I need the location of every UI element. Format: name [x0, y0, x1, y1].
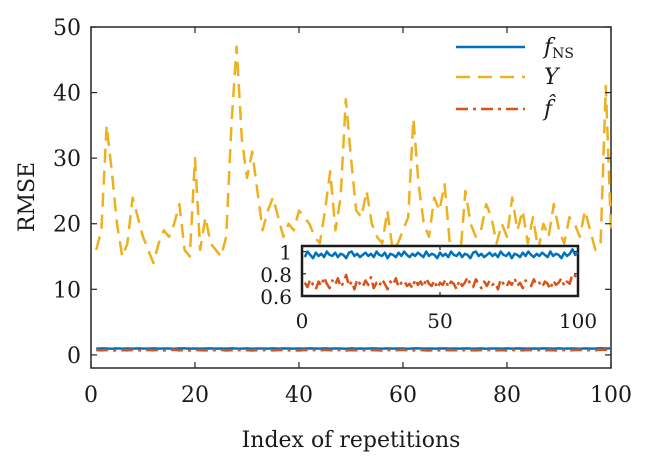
legend: fNS Y f̂: [456, 35, 574, 122]
main-series-f-ns: [96, 346, 612, 350]
main-ytick-label: 20: [53, 213, 81, 238]
main-series-group: [94, 45, 613, 352]
x-axis-label: Index of repetitions: [242, 428, 461, 453]
inset-series-f-ns: [303, 248, 579, 260]
main-xtick-label: 60: [389, 383, 417, 408]
inset-xtick-label: 50: [427, 309, 452, 333]
legend-entry-y: Y: [456, 65, 561, 90]
main-series-y: [94, 45, 613, 265]
main-series-f-hat: [96, 348, 612, 352]
main-ytick-label: 50: [53, 16, 81, 41]
main-axes-frame: [90, 26, 612, 369]
legend-label-f-ns-sub: NS: [552, 46, 574, 62]
main-xtick-label: 80: [493, 383, 521, 408]
main-ytick-label: 40: [53, 82, 81, 107]
main-ytick-label: 30: [53, 147, 81, 172]
main-xtick-label: 100: [590, 383, 632, 408]
y-axis-label: RMSE: [15, 162, 40, 232]
main-x-ticks: 0 20 40 60 80 100: [84, 27, 632, 408]
main-ytick-label: 10: [53, 278, 81, 303]
inset-ytick-label: 0.8: [260, 263, 292, 287]
inset-ytick-label: 0.6: [260, 285, 292, 309]
inset-y-ticks: 0.60.81: [260, 241, 578, 309]
legend-label-y: Y: [544, 65, 561, 90]
inset-xtick-label: 0: [296, 309, 309, 333]
inset-plot: 0 50 100 0.60.81: [260, 241, 597, 333]
inset-series-group: [303, 248, 579, 291]
main-xtick-label: 20: [181, 383, 209, 408]
inset-xtick-label: 100: [559, 309, 597, 333]
inset-series-f-hat: [303, 272, 579, 291]
main-xtick-label: 0: [84, 383, 98, 408]
inset-ytick-label: 1: [279, 241, 292, 265]
main-ytick-label: 0: [67, 344, 81, 369]
main-xtick-label: 40: [285, 383, 313, 408]
inset-x-ticks: 0 50 100: [296, 246, 597, 333]
